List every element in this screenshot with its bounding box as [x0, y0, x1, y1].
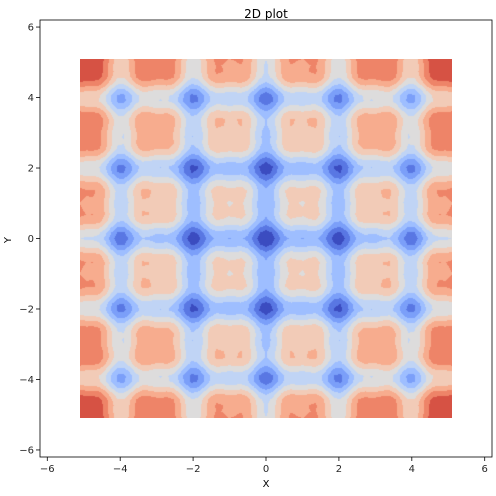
- chart-title: 2D plot: [244, 7, 288, 21]
- y-axis-label: Y: [3, 236, 14, 244]
- x-tick-label: 6: [482, 464, 488, 475]
- contour-fill-region: [80, 58, 453, 418]
- y-axis: −6 −4 −2 0 2 4 6: [19, 23, 40, 456]
- y-tick-label: −4: [19, 375, 34, 386]
- x-tick-label: 2: [336, 464, 342, 475]
- x-tick-label: −2: [186, 464, 201, 475]
- y-tick-label: −2: [19, 304, 34, 315]
- x-tick-label: −6: [40, 464, 55, 475]
- x-axis-label: X: [263, 479, 270, 490]
- y-tick-label: 4: [28, 93, 34, 104]
- y-tick-label: 2: [28, 164, 34, 175]
- plot-area: [80, 58, 453, 418]
- x-axis: −6 −4 −2 0 2 4 6: [40, 457, 488, 475]
- y-tick-label: −6: [19, 445, 34, 456]
- contour-canvas: [80, 58, 453, 418]
- x-tick-label: 4: [409, 464, 415, 475]
- x-tick-label: −4: [113, 464, 128, 475]
- y-tick-label: 0: [28, 234, 34, 245]
- y-tick-label: 6: [28, 23, 34, 34]
- x-tick-label: 0: [263, 464, 269, 475]
